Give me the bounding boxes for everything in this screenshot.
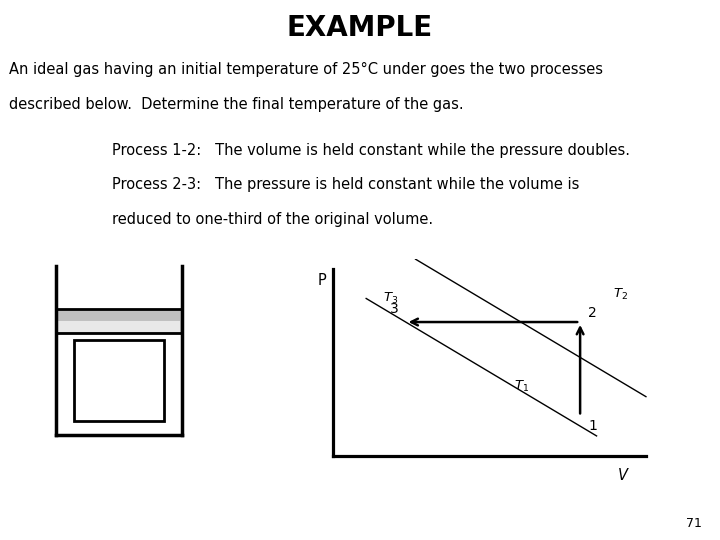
Text: P: P [318, 273, 326, 288]
Text: 71: 71 [686, 517, 702, 530]
Text: Process 1-2:   The volume is held constant while the pressure doubles.: Process 1-2: The volume is held constant… [112, 143, 629, 158]
Text: $T_2$: $T_2$ [613, 287, 628, 302]
Text: $T_1$: $T_1$ [514, 379, 529, 394]
Text: 3: 3 [390, 302, 399, 316]
Text: 1: 1 [588, 419, 597, 433]
Text: Process 2-3:   The pressure is held constant while the volume is: Process 2-3: The pressure is held consta… [112, 177, 579, 192]
Bar [73, 340, 163, 421]
Text: An ideal gas having an initial temperature of 25°C under goes the two processes: An ideal gas having an initial temperatu… [9, 62, 603, 77]
Text: $T_3$: $T_3$ [382, 291, 398, 306]
Text: reduced to one-third of the original volume.: reduced to one-third of the original vol… [112, 212, 433, 227]
Bar [58, 321, 180, 332]
Text: V: V [618, 468, 628, 483]
Text: 2: 2 [588, 306, 597, 320]
Bar [56, 309, 181, 333]
Text: described below.  Determine the final temperature of the gas.: described below. Determine the final tem… [9, 97, 463, 112]
Text: EXAMPLE: EXAMPLE [287, 14, 433, 42]
